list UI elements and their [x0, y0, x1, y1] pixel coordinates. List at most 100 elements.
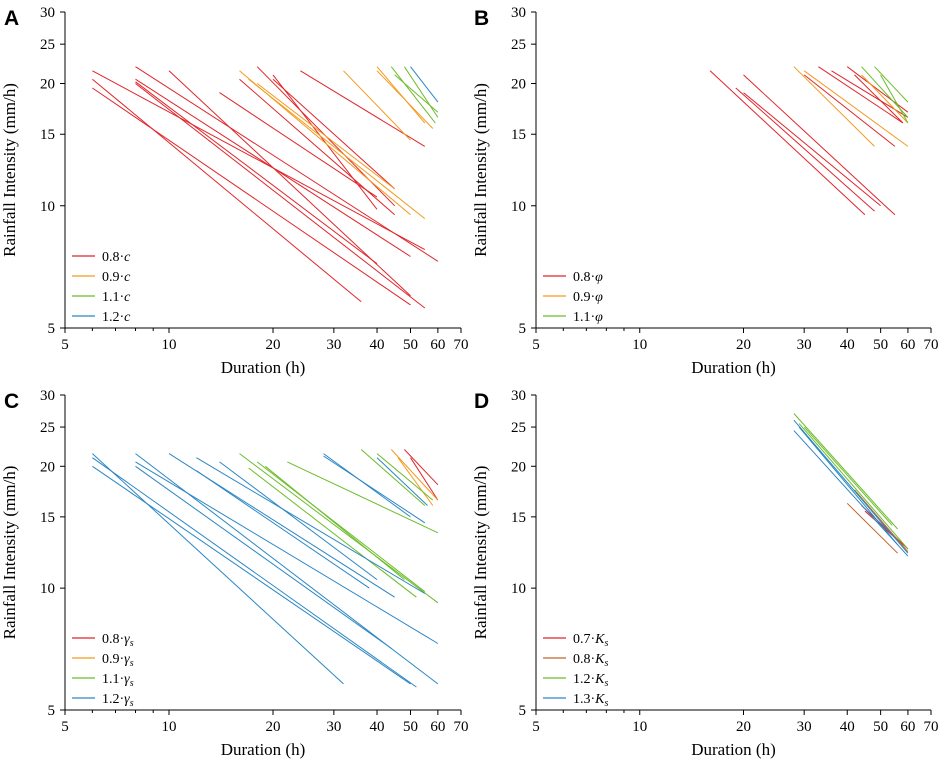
x-tick-label: 10 — [162, 337, 177, 353]
x-tick-label: 20 — [266, 719, 281, 735]
series-1.2·γs — [92, 453, 439, 688]
legend-label: 0.8·γs — [102, 632, 134, 649]
y-tick-label: 5 — [519, 703, 527, 719]
x-tick-label: 40 — [370, 719, 385, 735]
y-tick-label: 15 — [511, 510, 526, 526]
series-1.3·Ks — [793, 419, 909, 557]
legend: 0.8·φ 0.9·φ 1.1·φ — [543, 270, 603, 325]
series-line-segment — [272, 78, 396, 190]
y-tick-label: 30 — [40, 5, 55, 21]
series-line-segment — [92, 78, 362, 303]
series-line-segment — [135, 83, 426, 309]
legend-label: 1.2·γs — [102, 692, 134, 709]
x-tick-label: 5 — [61, 337, 69, 353]
series-line-segment — [360, 449, 426, 506]
series-line-segment — [793, 430, 909, 557]
series-1.1·φ — [861, 66, 909, 124]
y-tick-label: 10 — [40, 199, 55, 215]
y-tick-label: 25 — [511, 37, 526, 53]
series-line-segment — [343, 70, 411, 141]
legend-label: 1.2·c — [102, 310, 131, 325]
series-line-segment — [390, 449, 439, 501]
x-tick-label: 30 — [326, 719, 341, 735]
series-line-segment — [803, 70, 909, 147]
x-tick-label: 40 — [840, 337, 855, 353]
x-axis-title: Duration (h) — [221, 358, 306, 377]
series-line-segment — [846, 66, 909, 113]
legend-label: 1.3·Ks — [573, 692, 609, 709]
legend: 0.7·Ks 0.8·Ks 1.2·Ks 1.3·Ks — [543, 632, 609, 709]
y-tick-label: 30 — [511, 5, 526, 21]
series-line-segment — [798, 423, 909, 550]
series-line-segment — [135, 81, 378, 265]
series-line-segment — [803, 74, 896, 147]
series-line-segment — [376, 453, 434, 501]
x-tick-label: 10 — [162, 719, 177, 735]
series-0.8·Ks — [846, 489, 909, 554]
y-tick-label: 5 — [519, 321, 527, 337]
y-tick-label: 20 — [511, 77, 526, 93]
series-0.8·φ — [709, 66, 909, 216]
series-line-segment — [92, 453, 344, 685]
legend-label: 0.7·Ks — [573, 632, 609, 649]
series-0.8·c — [92, 66, 439, 309]
panel-letter: A — [4, 7, 19, 30]
series-line-segment — [743, 92, 881, 207]
legend-label: 0.8·Ks — [573, 652, 609, 669]
x-tick-label: 70 — [454, 719, 469, 735]
series-line-segment — [248, 78, 426, 219]
panel-b: B 5 10 20 30 40 50 60 70 5 10 15 20 25 30 Duration (h) R… — [471, 5, 939, 377]
x-tick-label: 30 — [797, 337, 812, 353]
x-axis-title: Duration (h) — [221, 740, 306, 759]
series-line-segment — [92, 457, 417, 688]
panel-letter: D — [474, 390, 489, 413]
series-line-segment — [709, 70, 866, 216]
y-tick-label: 30 — [40, 388, 55, 404]
x-tick-label: 30 — [326, 337, 341, 353]
y-axis-title: Rainfall Intensity (mm/h) — [471, 466, 490, 640]
x-tick-label: 5 — [532, 719, 540, 735]
series-line-segment — [135, 66, 439, 262]
series-line-segment — [92, 465, 411, 685]
series-0.9·φ — [793, 66, 909, 147]
y-tick-label: 10 — [40, 581, 55, 597]
x-axis-title: Duration (h) — [691, 358, 776, 377]
series-line-segment — [376, 457, 428, 506]
y-axis-title: Rainfall Intensity (mm/h) — [0, 83, 19, 257]
series-line-segment — [854, 74, 904, 124]
series-line-segment — [854, 489, 909, 553]
legend-label: 0.8·c — [102, 250, 131, 265]
series-line-segment — [256, 83, 396, 190]
x-tick-label: 10 — [632, 337, 647, 353]
x-tick-label: 40 — [370, 337, 385, 353]
y-axis-title: Rainfall Intensity (mm/h) — [471, 83, 490, 257]
x-tick-label: 50 — [873, 337, 888, 353]
series-line-segment — [376, 70, 434, 129]
series-1.2·Ks — [793, 413, 909, 550]
legend: 0.8·c 0.9·c 1.1·c 1.2·c — [72, 250, 131, 325]
y-axis-title: Rainfall Intensity (mm/h) — [0, 466, 19, 640]
x-tick-label: 60 — [900, 337, 915, 353]
x-tick-label: 50 — [403, 719, 418, 735]
series-line-segment — [287, 461, 439, 534]
panel-letter: B — [474, 7, 489, 30]
x-tick-label: 70 — [454, 337, 469, 353]
x-tick-label: 5 — [532, 337, 540, 353]
x-tick-label: 70 — [924, 337, 939, 353]
legend-label: 1.2·Ks — [573, 672, 609, 689]
series-line-segment — [793, 413, 898, 530]
series-line-segment — [248, 467, 417, 598]
panel-c: C 5 10 20 30 40 50 60 70 5 10 15 20 25 30 Duration (h) R… — [0, 388, 469, 759]
legend-label: 0.9·γs — [102, 652, 134, 669]
legend: 0.8·γs 0.9·γs 1.1·γs 1.2·γs — [72, 632, 134, 709]
x-tick-label: 30 — [797, 719, 812, 735]
series-1.1·c — [390, 66, 439, 124]
series-line-segment — [861, 74, 909, 124]
x-tick-label: 20 — [736, 337, 751, 353]
series-line-segment — [743, 74, 896, 216]
series-line-segment — [239, 78, 396, 216]
series-line-segment — [846, 502, 898, 554]
series-line-segment — [390, 66, 436, 124]
series-line-segment — [219, 92, 378, 198]
